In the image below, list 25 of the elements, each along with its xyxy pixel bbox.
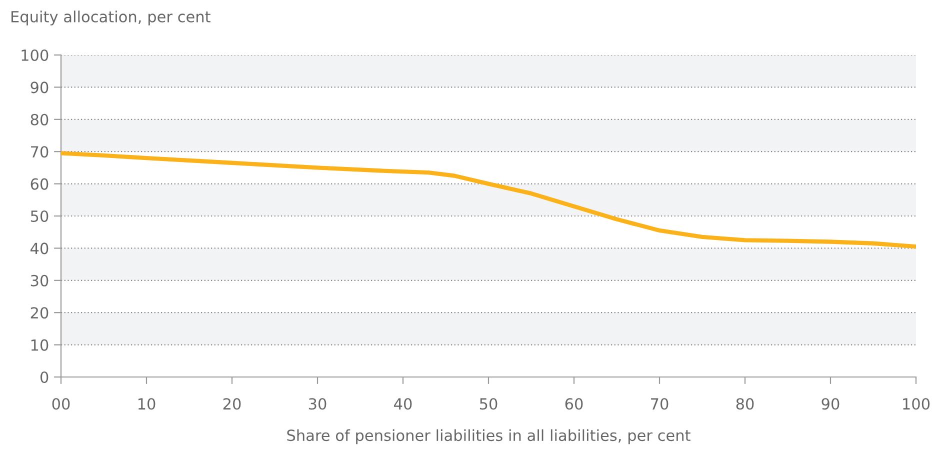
x-tick-label: 80 [736,398,754,410]
y-tick-label: 40 [30,242,48,254]
x-axis-title: Share of pensioner liabilities in all liabilities, per cent [287,429,690,444]
y-axis-title: Equity allocation, per cent [12,10,210,26]
x-tick-label: 30 [308,398,326,410]
y-tick-label: 0 [40,371,48,384]
line-series [61,151,916,249]
y-tick-label: 70 [31,146,48,158]
x-tick-label: 90 [822,398,840,410]
y-tick-label: 30 [30,274,48,286]
y-tick-label: 90 [30,82,48,94]
y-tick-label: 100 [22,49,48,62]
x-tick-label: 100 [903,398,930,410]
y-tick-label: 80 [30,114,48,126]
x-tick-label: 60 [565,398,583,410]
x-tick-label: 40 [394,398,412,410]
x-tick-label: 50 [480,398,498,410]
y-tick-label: 60 [30,178,48,190]
y-tick-label: 50 [30,210,48,222]
x-tick-label: 10 [138,398,156,410]
x-tick-label: 00 [52,398,70,410]
y-tick-label: 10 [31,339,48,351]
x-tick-label: 20 [223,398,241,410]
y-tick-label: 20 [30,307,48,319]
x-tick-label: 70 [651,398,668,410]
